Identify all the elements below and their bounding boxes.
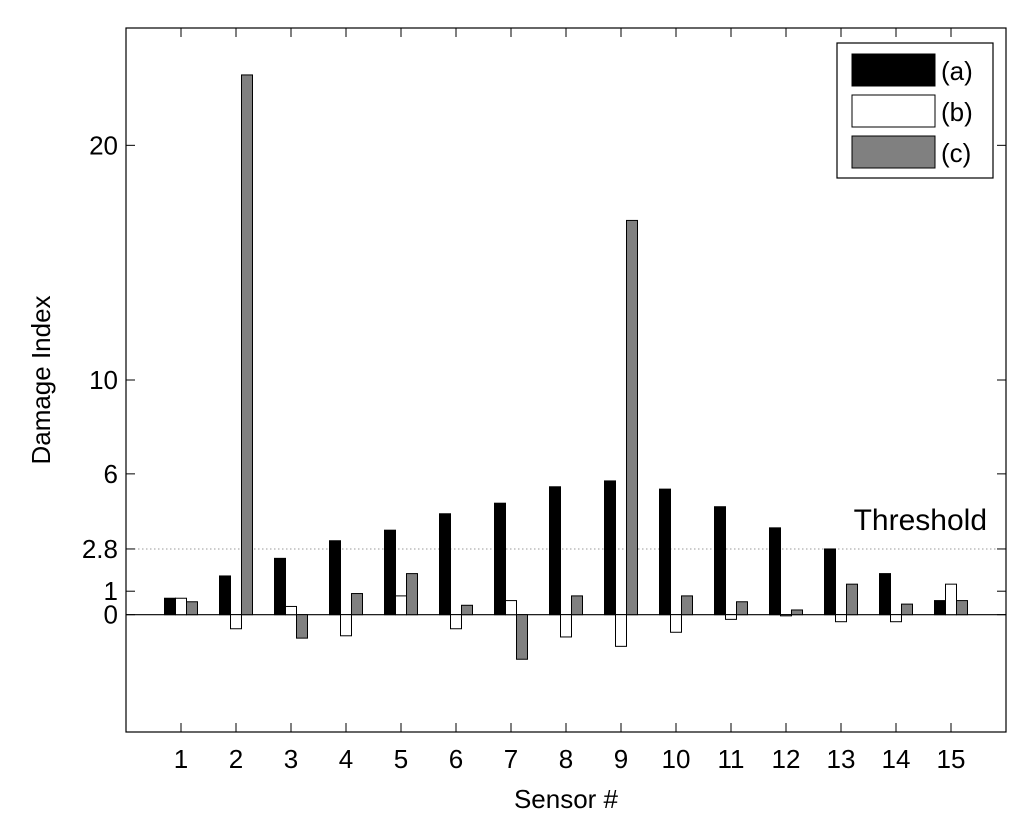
x-tick-label: 11 bbox=[718, 744, 745, 774]
x-tick-label: 6 bbox=[449, 744, 463, 774]
x-tick-label: 12 bbox=[772, 744, 801, 774]
bar-series-2-sensor-2 bbox=[230, 614, 242, 630]
bar-series-1-sensor-4 bbox=[329, 540, 341, 616]
bar-series-1-sensor-10 bbox=[659, 488, 671, 616]
threshold-label: Threshold bbox=[854, 504, 987, 537]
bar-series-3-sensor-12 bbox=[791, 609, 803, 616]
bar-series-2-sensor-7 bbox=[505, 600, 517, 616]
bar-series-1-sensor-11 bbox=[714, 506, 726, 616]
x-tick-label: 13 bbox=[827, 744, 856, 774]
legend-swatch-2 bbox=[851, 94, 936, 128]
y-axis-label: Damage Index bbox=[26, 295, 56, 464]
bar-series-2-sensor-6 bbox=[450, 614, 462, 630]
bar-series-1-sensor-3 bbox=[274, 557, 286, 616]
bars bbox=[164, 74, 968, 660]
y-tick-label: 2.8 bbox=[82, 534, 118, 564]
bar-series-1-sensor-6 bbox=[439, 513, 451, 616]
x-tick-label: 14 bbox=[882, 744, 911, 774]
x-tick-label: 5 bbox=[394, 744, 408, 774]
bar-series-3-sensor-6 bbox=[461, 604, 473, 616]
x-axis-label: Sensor # bbox=[514, 784, 619, 814]
bar-series-2-sensor-4 bbox=[340, 614, 352, 637]
bar-series-1-sensor-14 bbox=[879, 573, 891, 616]
legend: (a) (b) (c) bbox=[836, 42, 994, 179]
bar-series-3-sensor-15 bbox=[956, 600, 968, 616]
bar-series-3-sensor-13 bbox=[846, 583, 858, 616]
y-tick-label: 6 bbox=[104, 459, 118, 489]
bar-series-1-sensor-1 bbox=[164, 597, 176, 616]
legend-label-3: (c) bbox=[941, 138, 971, 168]
y-tick-label: 0 bbox=[104, 600, 118, 630]
bar-series-3-sensor-9 bbox=[626, 219, 638, 616]
bar-series-1-sensor-5 bbox=[384, 529, 396, 616]
legend-swatch-1 bbox=[851, 53, 936, 87]
x-tick-label: 7 bbox=[504, 744, 518, 774]
legend-label-2: (b) bbox=[941, 97, 973, 127]
bar-series-1-sensor-7 bbox=[494, 502, 506, 616]
bar-series-3-sensor-1 bbox=[186, 601, 198, 616]
legend-swatch-3 bbox=[851, 135, 936, 169]
bar-series-2-sensor-14 bbox=[890, 614, 902, 623]
bar-series-3-sensor-7 bbox=[516, 614, 528, 660]
x-tick-label: 9 bbox=[614, 744, 628, 774]
x-tick-label: 1 bbox=[174, 744, 188, 774]
x-tick-label: 10 bbox=[662, 744, 691, 774]
bar-series-3-sensor-4 bbox=[351, 593, 363, 616]
x-tick-label: 8 bbox=[559, 744, 573, 774]
x-tick-label: 3 bbox=[284, 744, 298, 774]
bar-series-2-sensor-8 bbox=[560, 614, 572, 638]
bar-series-3-sensor-3 bbox=[296, 614, 308, 639]
x-tick-label: 4 bbox=[339, 744, 353, 774]
bar-series-1-sensor-2 bbox=[219, 575, 231, 616]
bar-series-2-sensor-3 bbox=[285, 605, 297, 616]
bar-series-2-sensor-15 bbox=[945, 583, 957, 616]
bar-series-2-sensor-9 bbox=[615, 614, 627, 647]
bar-series-3-sensor-14 bbox=[901, 603, 913, 616]
bar-series-2-sensor-10 bbox=[670, 614, 682, 633]
bar-series-1-sensor-9 bbox=[604, 480, 616, 616]
x-tick-label: 15 bbox=[937, 744, 966, 774]
bar-series-3-sensor-2 bbox=[241, 74, 253, 616]
bar-series-1-sensor-15 bbox=[934, 600, 946, 616]
bar-series-2-sensor-5 bbox=[395, 595, 407, 616]
y-tick-label: 1 bbox=[104, 576, 118, 606]
bar-series-1-sensor-8 bbox=[549, 486, 561, 616]
y-tick-label: 10 bbox=[89, 365, 118, 395]
bar-series-3-sensor-10 bbox=[681, 595, 693, 616]
threshold: Threshold bbox=[126, 504, 1006, 550]
x-axis-ticks: 1 2 3 4 5 6 7 8 9 10 11 12 13 14 15 bbox=[174, 28, 966, 774]
bar-series-3-sensor-8 bbox=[571, 595, 583, 616]
x-tick-label: 2 bbox=[229, 744, 243, 774]
bar-series-2-sensor-12 bbox=[780, 614, 792, 617]
bar-series-2-sensor-1 bbox=[175, 597, 187, 616]
legend-label-1: (a) bbox=[941, 56, 973, 86]
bar-series-2-sensor-13 bbox=[835, 614, 847, 623]
bar-series-1-sensor-12 bbox=[769, 527, 781, 616]
bar-series-3-sensor-5 bbox=[406, 573, 418, 616]
bar-series-1-sensor-13 bbox=[824, 548, 836, 616]
bar-series-3-sensor-11 bbox=[736, 601, 748, 616]
y-axis-ticks: 01 2.8 6 10 20 bbox=[82, 130, 1006, 630]
y-tick-label: 20 bbox=[89, 130, 118, 160]
bar-series-2-sensor-11 bbox=[725, 614, 737, 620]
